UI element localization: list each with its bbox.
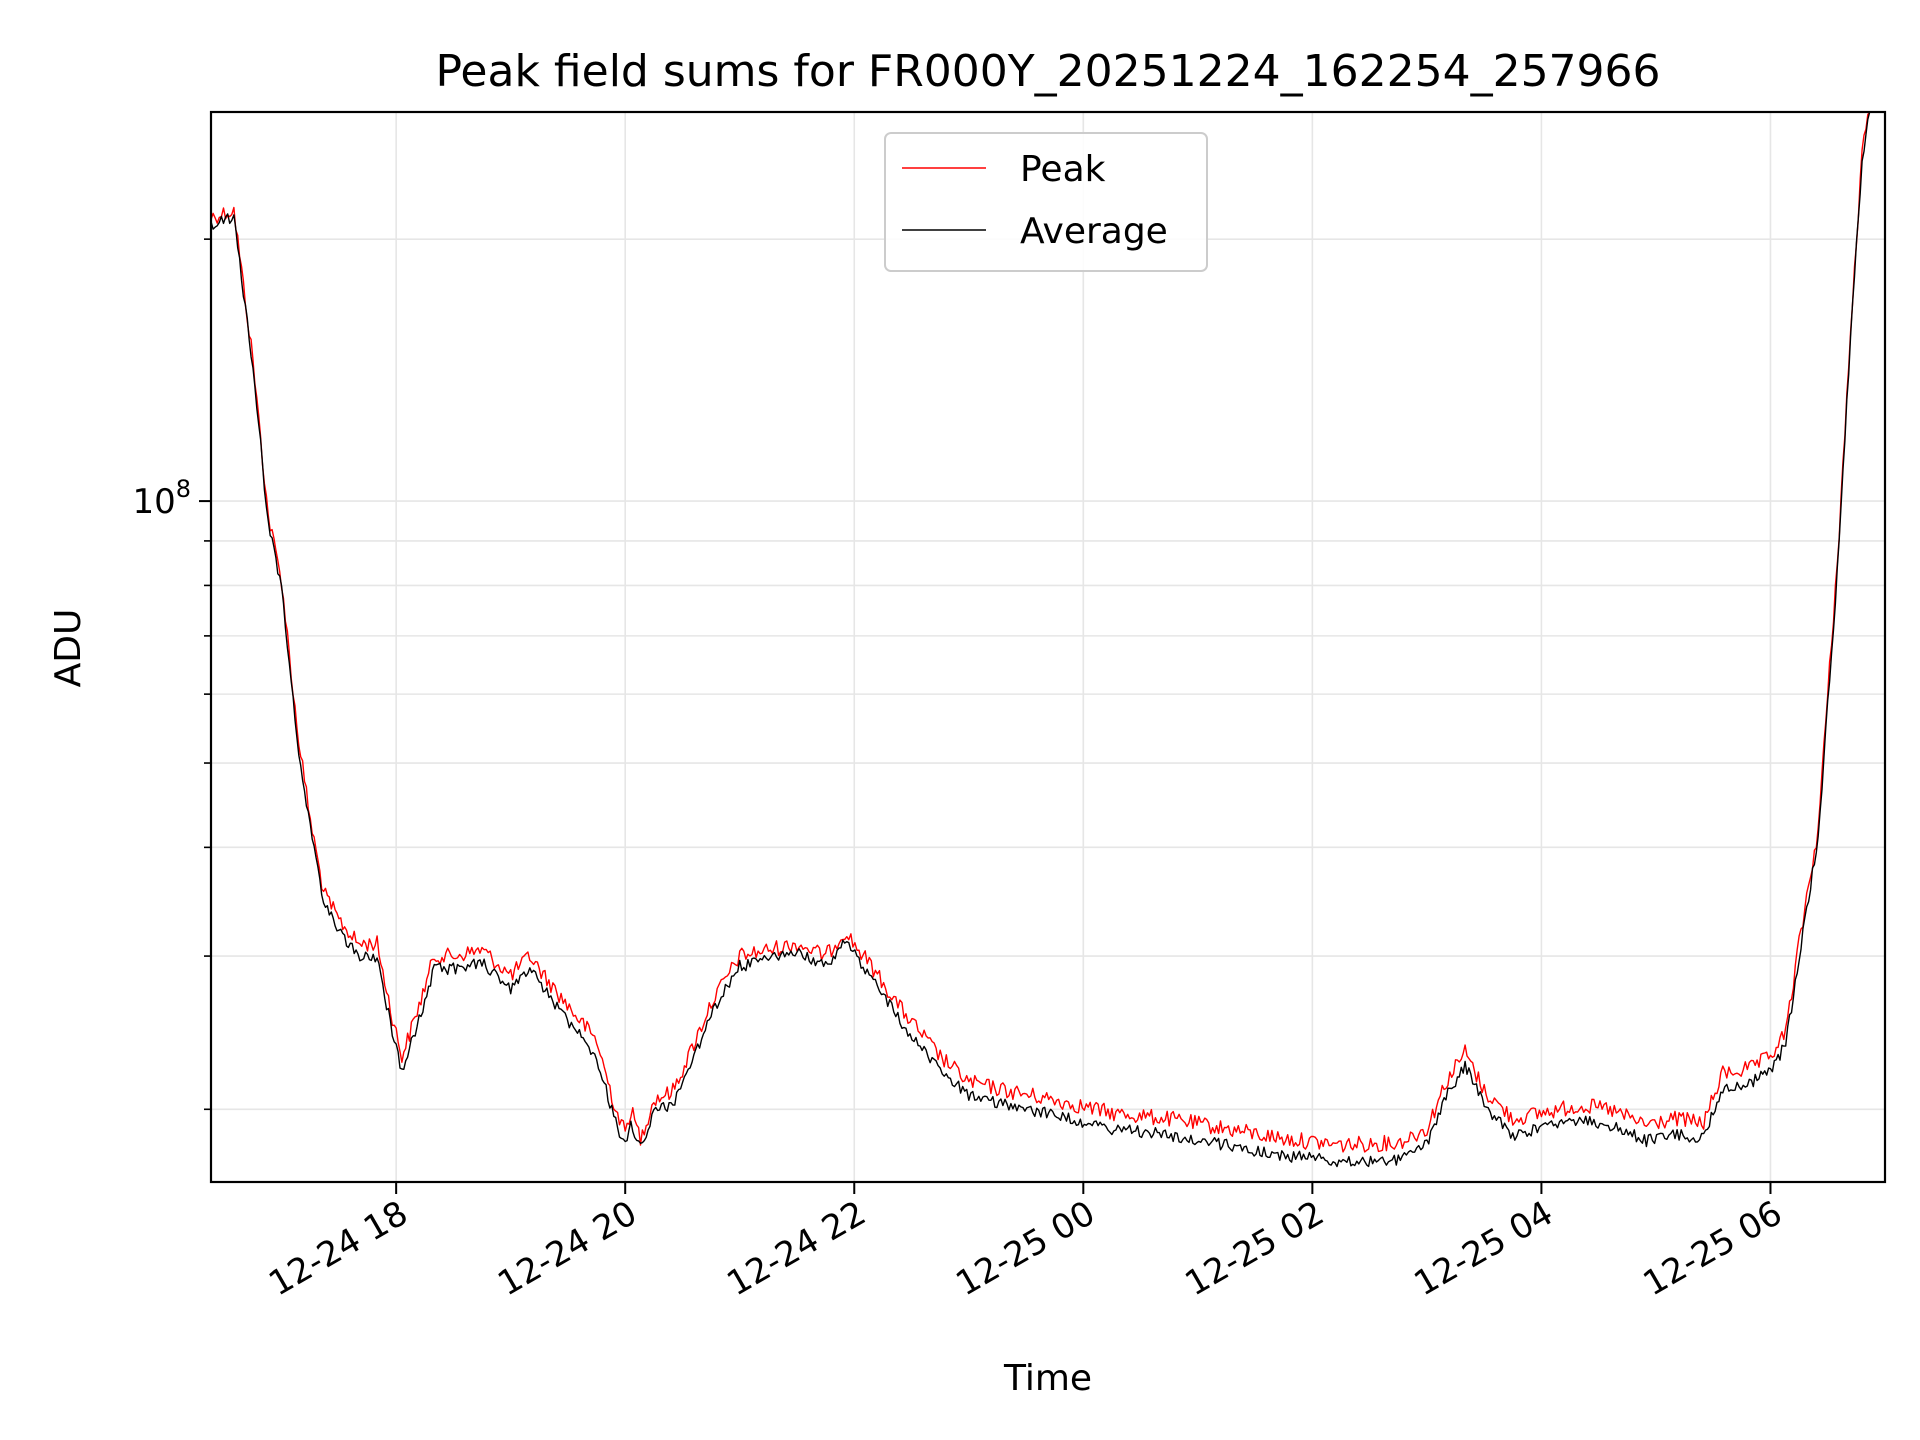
y-ticks: 108 xyxy=(132,238,211,1111)
legend-label-peak: Peak xyxy=(1020,149,1106,190)
y-axis-label: ADU xyxy=(48,609,89,688)
plot-lines xyxy=(210,111,1871,1168)
grid xyxy=(211,112,1885,1182)
legend: Peak Average xyxy=(884,132,1208,272)
chart-title: Peak field sums for FR000Y_20251224_1622… xyxy=(435,46,1660,97)
legend-label-average: Average xyxy=(1020,211,1168,252)
y-tick-label: 108 xyxy=(132,475,191,522)
series-line-average xyxy=(210,111,1871,1168)
x-axis-label: Time xyxy=(1003,1358,1092,1399)
series-line-peak xyxy=(210,111,1871,1153)
axes-frame xyxy=(209,110,1887,1184)
